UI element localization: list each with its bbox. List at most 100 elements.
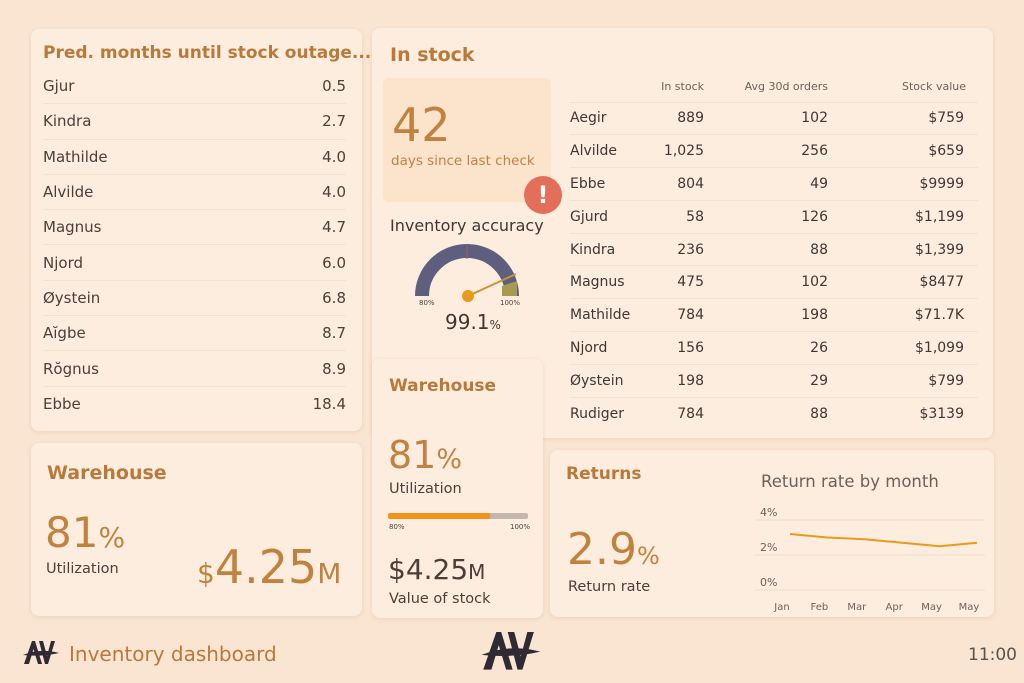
warehouse-utilization-value: 81% <box>45 508 125 557</box>
cell-name: Rudiger <box>570 405 625 422</box>
cell-stock-value: $1,399 <box>828 233 978 267</box>
table-row[interactable]: Njord 156 26 $1,099 <box>570 331 978 365</box>
table-row[interactable]: Aegir 889 102 $759 <box>570 102 978 136</box>
value-number: 4.25 <box>214 540 318 594</box>
list-item[interactable]: Mathilde 4.0 <box>43 140 346 175</box>
table-row[interactable]: Alvilde 1,025 256 $659 <box>570 134 978 169</box>
svg-text:4%: 4% <box>760 506 777 519</box>
utilization-progress-bar <box>388 513 528 519</box>
cell-name: Kindra <box>570 233 650 267</box>
list-item[interactable]: Njord 6.0 <box>43 245 346 281</box>
cell-in-stock: 156 <box>650 331 704 365</box>
col-header-in-stock[interactable]: In stock <box>650 72 704 103</box>
table-row[interactable]: Rudiger 784 88 $3139 <box>570 397 978 430</box>
col-header-name[interactable] <box>570 72 650 103</box>
cell-name: Øystein <box>570 364 650 398</box>
item-name: Magnus <box>43 218 102 237</box>
cell-in-stock: 198 <box>650 364 704 398</box>
center-brand-logo-icon <box>481 632 541 670</box>
list-item[interactable]: Alvilde 4.0 <box>43 175 346 211</box>
table-row[interactable]: Øystein 198 29 $799 <box>570 364 978 398</box>
value-suffix: M <box>317 557 342 590</box>
cell-avg-orders: 26 <box>704 331 828 365</box>
table-row[interactable]: Kindra 236 88 $1,399 <box>570 233 978 267</box>
currency-symbol: $ <box>197 557 215 590</box>
warehouse-title: Warehouse <box>47 462 167 484</box>
col-header-stock-value[interactable]: Stock value <box>828 72 978 103</box>
cell-stock-value: $799 <box>828 364 978 398</box>
svg-text:May: May <box>921 602 942 613</box>
cell-avg-orders: 49 <box>704 167 828 201</box>
cell-stock-value: $8477 <box>828 265 978 300</box>
warehouse-card-small: Warehouse <box>372 359 543 618</box>
alert-icon[interactable]: ! <box>524 176 562 214</box>
warehouse-utilization-value: 81% <box>388 433 462 477</box>
list-item[interactable]: Gjur 0.5 <box>43 69 346 105</box>
cell-name: Magnus <box>570 265 650 300</box>
chart-x-axis: Jan Feb Mar Apr May May <box>773 602 979 613</box>
utilization-unit: % <box>436 444 463 475</box>
cell-stock-value: $9999 <box>828 167 978 201</box>
warehouse-card-large: Warehouse <box>31 443 362 616</box>
item-name: Øystein <box>43 288 101 307</box>
item-value: 4.0 <box>322 183 346 202</box>
item-value: 2.7 <box>322 112 346 131</box>
clock: 11:00 <box>968 645 1017 665</box>
utilization-unit: % <box>98 521 126 554</box>
cell-name: Aegir <box>570 102 650 136</box>
stock-value-label: Value of stock <box>389 591 491 607</box>
item-name: Kindra <box>43 112 92 131</box>
cell-avg-orders: 29 <box>704 364 828 398</box>
cell-name: Ebbe <box>570 167 650 201</box>
col-header-avg-orders[interactable]: Avg 30d orders <box>704 72 828 103</box>
chart-y-axis: 4% 2% 0% <box>760 506 777 589</box>
item-name: Rŏgnus <box>43 359 99 378</box>
chart-title: Return rate by month <box>761 472 939 491</box>
svg-text:Mar: Mar <box>847 602 867 613</box>
list-item[interactable]: Øystein 6.8 <box>43 281 346 317</box>
cell-avg-orders: 256 <box>704 134 828 169</box>
list-item[interactable]: Rŏgnus 8.9 <box>43 351 346 387</box>
gauge-needle <box>467 273 517 297</box>
utilization-number: 81 <box>388 433 437 477</box>
list-item[interactable]: Kindra 2.7 <box>43 104 346 140</box>
svg-text:Apr: Apr <box>886 602 904 613</box>
utilization-number: 81 <box>45 508 99 557</box>
warehouse-stock-value: $4.25M <box>388 553 485 586</box>
outage-title: Pred. months until stock outage... <box>43 43 372 63</box>
item-value: 0.5 <box>322 77 346 96</box>
cell-stock-value: $3139 <box>919 405 964 422</box>
table-row[interactable]: Ebbe 804 49 $9999 <box>570 167 978 201</box>
cell-avg-orders: 102 <box>704 265 828 300</box>
cell-stock-value: $759 <box>828 102 978 136</box>
accuracy-unit: % <box>489 318 501 332</box>
svg-text:2%: 2% <box>760 541 777 554</box>
accuracy-number: 99.1 <box>445 310 490 334</box>
value-suffix: M <box>468 560 486 584</box>
cell-avg-orders: 88 <box>704 233 828 267</box>
days-since-check-tile <box>383 78 551 202</box>
gauge-hub <box>462 290 474 302</box>
rate-unit: % <box>636 542 660 570</box>
list-item[interactable]: Aĭgbe 8.7 <box>43 316 346 352</box>
item-name: Alvilde <box>43 183 94 202</box>
item-value: 6.8 <box>322 288 346 307</box>
cell-in-stock: 889 <box>650 102 704 136</box>
table-row[interactable]: Mathilde 784 198 $71.7K <box>570 298 978 333</box>
table-row[interactable]: Gjurd 58 126 $1,199 <box>570 200 978 234</box>
list-item[interactable]: Magnus 4.7 <box>43 210 346 246</box>
inventory-accuracy-value: 99.1% <box>445 310 501 334</box>
cell-stock-value: $1,199 <box>828 200 978 234</box>
item-value: 8.7 <box>322 324 346 343</box>
cell-in-stock: 804 <box>650 167 704 201</box>
table-row[interactable]: Magnus 475 102 $8477 <box>570 265 978 300</box>
cell-in-stock: 58 <box>650 200 704 234</box>
item-value: 6.0 <box>322 253 346 272</box>
item-value: 4.0 <box>322 147 346 166</box>
item-value: 18.4 <box>312 395 346 414</box>
list-item[interactable]: Ebbe 18.4 <box>43 387 346 422</box>
cell-avg-orders: 126 <box>704 200 828 234</box>
item-value: 8.9 <box>322 359 346 378</box>
value-number: $4.25 <box>388 553 469 586</box>
svg-text:Feb: Feb <box>811 602 829 613</box>
